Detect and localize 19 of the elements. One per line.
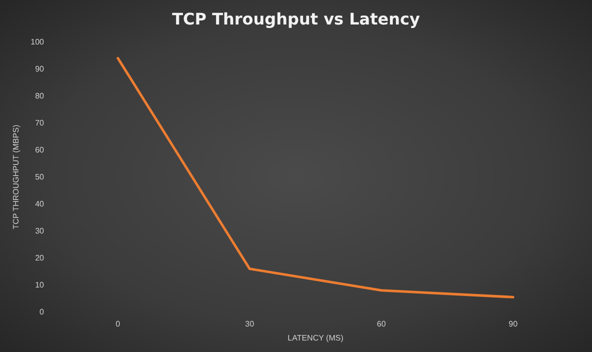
y-tick-label: 10: [35, 280, 45, 290]
y-tick-label: 60: [35, 146, 45, 154]
x-tick-label: 30: [245, 320, 255, 328]
y-tick-label: 40: [35, 200, 45, 208]
y-tick-label: 100: [30, 38, 45, 46]
y-tick-label: 0: [40, 308, 45, 316]
y-tick-label: 90: [35, 64, 45, 74]
y-tick-label: 30: [35, 226, 45, 236]
y-tick-label: 70: [35, 118, 45, 128]
y-tick-label: 80: [35, 92, 45, 100]
chart-title: TCP Throughput vs Latency: [172, 10, 420, 28]
y-tick-label: 50: [35, 172, 45, 182]
x-tick-label: 60: [376, 320, 386, 328]
y-tick-label: 20: [35, 254, 45, 262]
x-tick-label: 0: [116, 320, 121, 328]
x-axis-title: LATENCY (MS): [288, 334, 344, 342]
y-axis-title: TCP THROUGHPUT (MBPS): [11, 124, 20, 230]
line-series: [116, 56, 514, 298]
x-tick-label: 90: [508, 320, 518, 328]
